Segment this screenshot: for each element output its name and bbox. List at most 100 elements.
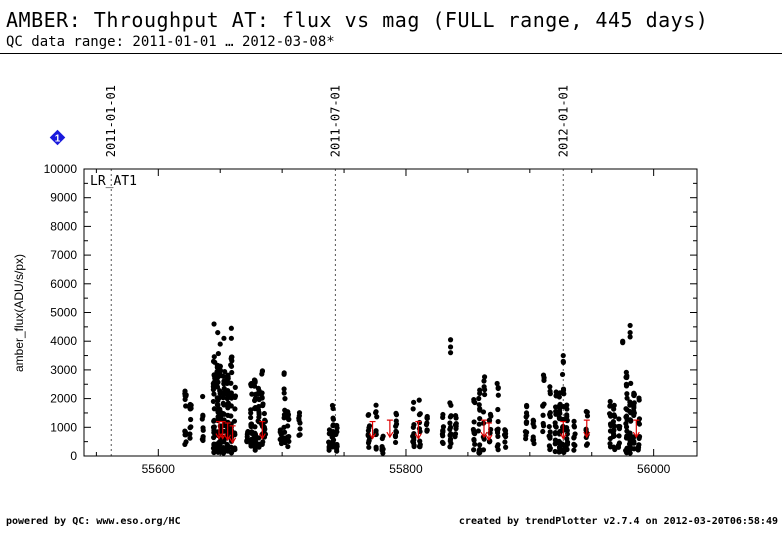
data-point <box>211 434 217 441</box>
data-point <box>636 397 642 403</box>
data-point <box>623 413 630 419</box>
data-point <box>259 394 265 400</box>
data-point <box>476 421 482 427</box>
data-point <box>281 386 287 392</box>
data-point <box>373 402 379 408</box>
data-point <box>607 403 613 409</box>
data-point <box>440 411 446 418</box>
data-point <box>366 437 372 443</box>
data-point <box>417 411 423 417</box>
data-point <box>560 441 566 447</box>
data-point <box>187 431 193 437</box>
data-point <box>615 444 622 450</box>
data-point <box>571 418 577 424</box>
data-point <box>486 417 493 423</box>
data-point <box>183 430 189 436</box>
limit-arrow-head <box>258 433 266 440</box>
data-point <box>411 399 417 405</box>
data-point <box>281 370 287 376</box>
data-point <box>557 410 563 416</box>
data-point <box>476 395 482 402</box>
info-badge-icon[interactable]: 1 <box>49 129 66 146</box>
data-point <box>631 402 637 408</box>
data-point <box>611 412 617 418</box>
data-point <box>215 402 221 408</box>
data-point <box>610 419 617 425</box>
x-tick-label: 55800 <box>389 462 423 476</box>
data-point <box>296 410 303 416</box>
data-point <box>553 411 559 417</box>
data-point <box>366 444 372 450</box>
x-tick-label: 56000 <box>637 462 671 476</box>
data-point <box>380 433 386 439</box>
data-point <box>248 441 254 447</box>
data-point <box>228 413 234 419</box>
y-tick-label: 1000 <box>50 420 77 434</box>
data-point <box>366 425 372 431</box>
data-point <box>232 393 238 399</box>
data-point <box>373 444 379 450</box>
data-point <box>556 394 562 400</box>
data-point <box>211 321 217 327</box>
data-point <box>333 431 339 437</box>
data-point <box>296 415 302 421</box>
panel-label: LR_AT1 <box>90 174 137 189</box>
data-point <box>547 414 553 420</box>
data-point <box>229 369 235 376</box>
limit-arrow-head <box>559 433 567 440</box>
data-point <box>416 397 422 403</box>
data-point <box>607 398 613 405</box>
data-point <box>530 417 536 423</box>
data-point <box>330 405 336 412</box>
data-point <box>220 445 226 451</box>
data-point <box>547 391 553 397</box>
y-tick-label: 2000 <box>50 392 77 406</box>
data-point <box>624 395 630 401</box>
data-point <box>215 350 221 357</box>
data-point <box>453 421 459 427</box>
data-point <box>447 344 454 350</box>
data-point <box>281 415 287 421</box>
data-point <box>222 368 228 375</box>
data-points <box>182 321 643 456</box>
data-point <box>584 409 590 415</box>
data-point <box>393 412 400 418</box>
data-point <box>259 441 265 448</box>
data-point <box>447 436 454 442</box>
data-point <box>553 424 559 430</box>
data-point <box>252 424 258 430</box>
data-point <box>228 325 234 331</box>
limit-arrow-head <box>369 433 377 440</box>
data-point <box>183 392 189 398</box>
y-tick-label: 10000 <box>44 162 78 176</box>
data-point <box>616 416 622 422</box>
date-marker-label: 2012-01-01 <box>556 85 570 157</box>
data-point <box>503 444 509 450</box>
data-point <box>424 415 430 421</box>
data-point <box>571 447 577 453</box>
data-point <box>546 423 552 430</box>
data-point <box>211 354 217 360</box>
data-point <box>624 374 630 381</box>
data-point <box>571 435 577 441</box>
data-point <box>410 424 416 430</box>
data-point <box>330 415 336 421</box>
limit-arrow-head <box>485 434 493 442</box>
data-point <box>572 442 578 449</box>
data-point <box>417 444 423 450</box>
data-point <box>199 416 205 422</box>
data-point <box>635 447 641 453</box>
data-point <box>552 429 558 436</box>
data-point <box>228 403 234 409</box>
data-point <box>373 409 379 415</box>
data-point <box>447 424 454 430</box>
data-point <box>211 391 217 397</box>
data-point <box>220 373 226 379</box>
data-point <box>248 421 254 427</box>
data-point <box>636 421 643 427</box>
data-point <box>424 427 430 433</box>
data-point <box>182 441 188 447</box>
data-point <box>623 406 629 412</box>
data-point <box>256 435 262 441</box>
